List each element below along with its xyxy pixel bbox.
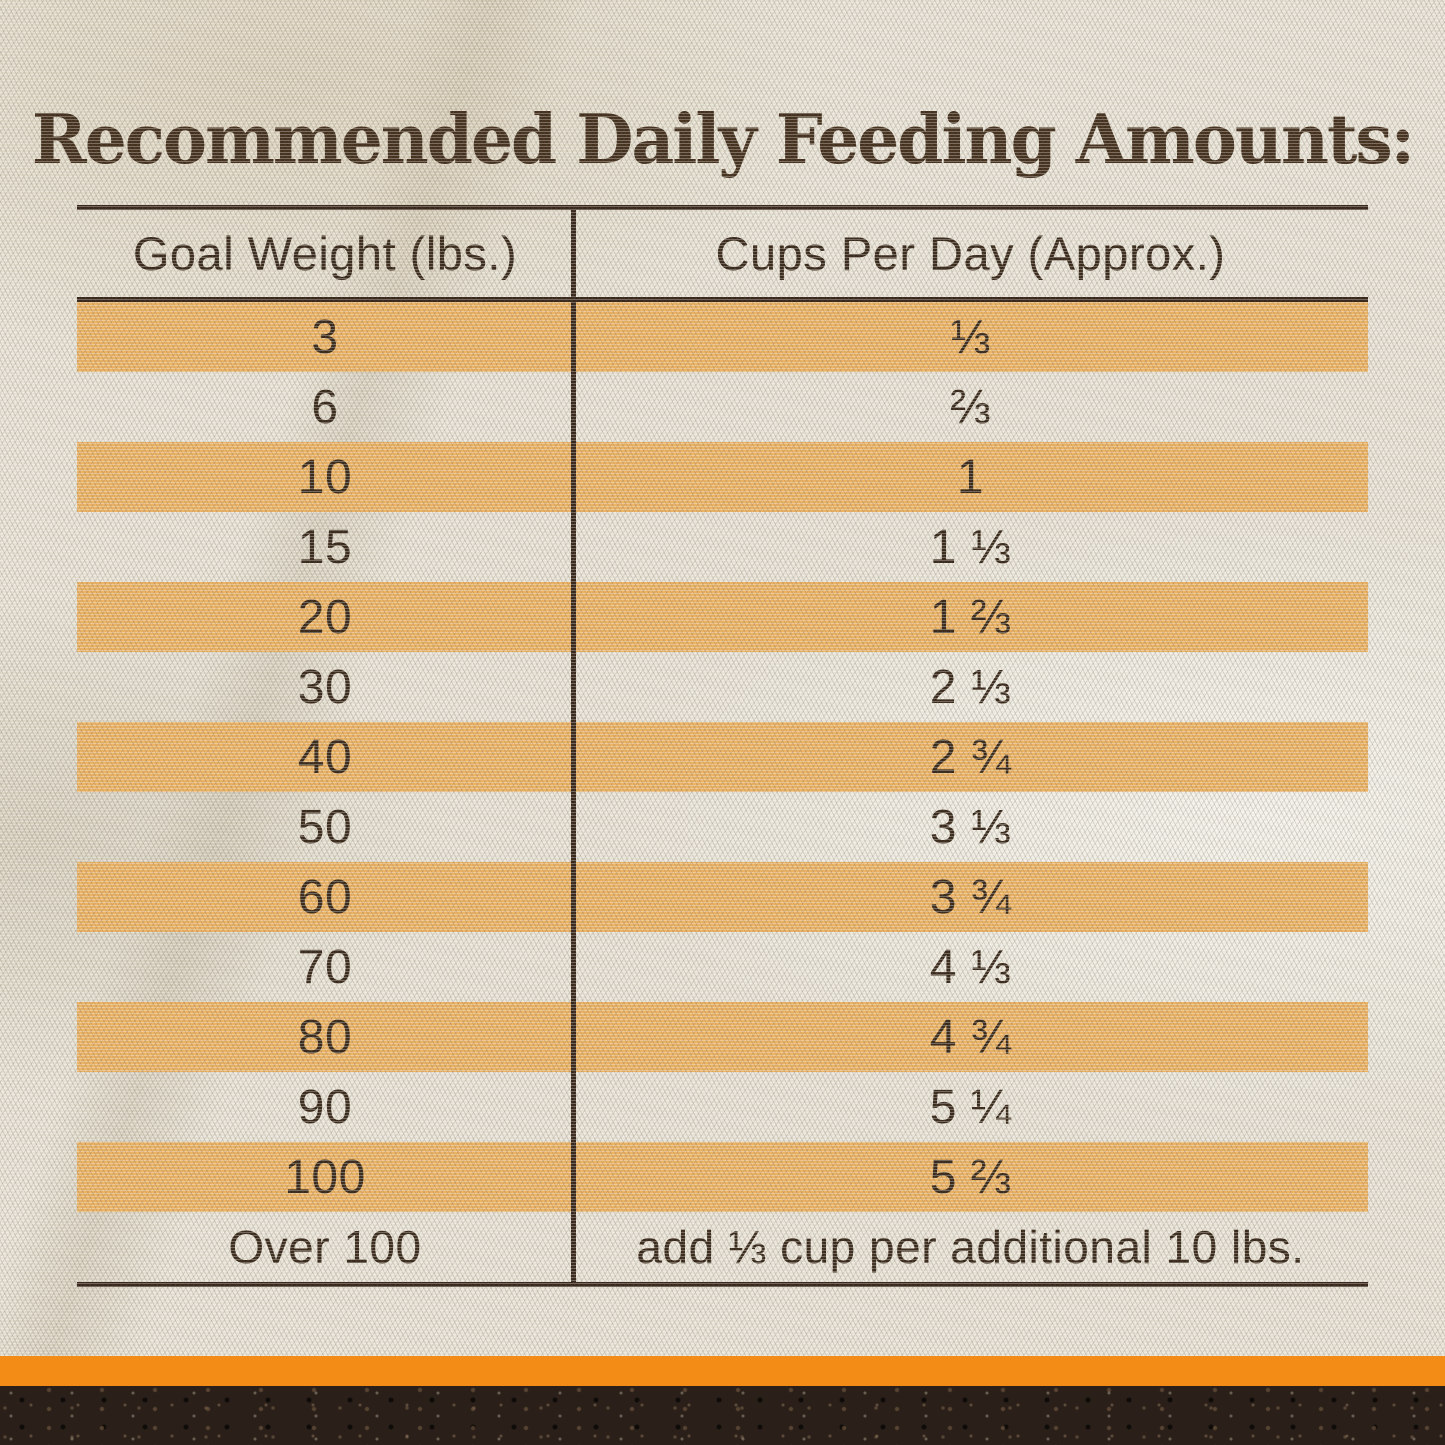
- column-header-goal-weight: Goal Weight (lbs.): [132, 227, 518, 280]
- weight-cell: 100: [284, 1150, 366, 1204]
- weight-cell: Over 100: [228, 1221, 422, 1273]
- weight-cell: 40: [297, 730, 353, 784]
- feeding-table: Goal Weight (lbs.) Cups Per Day (Approx.…: [77, 205, 1368, 1287]
- cups-cell: 1 ⅓: [929, 520, 1012, 574]
- table-row: 50 3 ⅓: [77, 792, 1368, 862]
- accent-bar: [0, 1356, 1445, 1386]
- table-header-rule: [77, 297, 1368, 302]
- cups-cell: 4 ¾: [929, 1010, 1012, 1064]
- table-row: 70 4 ⅓: [77, 932, 1368, 1002]
- cups-cell: 2 ⅓: [929, 660, 1012, 714]
- weight-cell: 30: [297, 660, 353, 714]
- table-row: 80 4 ¾: [77, 1002, 1368, 1072]
- table-column-divider: [571, 205, 576, 1287]
- weight-cell: 50: [297, 800, 353, 854]
- weight-cell: 60: [297, 870, 353, 924]
- cups-cell: ⅔: [950, 380, 991, 434]
- cups-cell: 4 ⅓: [929, 940, 1012, 994]
- table-body: 3 ⅓ 6 ⅔ 10 1 15 1 ⅓ 20 1 ⅔ 30 2 ⅓ 40 2 ¾…: [77, 302, 1368, 1282]
- table-row: Over 100 add ⅓ cup per additional 10 lbs…: [77, 1212, 1368, 1282]
- table-row: 90 5 ¼: [77, 1072, 1368, 1142]
- fabric-background: Recommended Daily Feeding Amounts: Goal …: [0, 0, 1445, 1356]
- cups-cell: 3 ¾: [929, 870, 1012, 924]
- cups-cell: ⅓: [950, 310, 991, 364]
- table-row: 3 ⅓: [77, 302, 1368, 372]
- weight-cell: 3: [311, 310, 339, 364]
- cups-cell: 5 ⅔: [929, 1150, 1012, 1204]
- cups-cell: 3 ⅓: [929, 800, 1012, 854]
- weight-cell: 80: [297, 1010, 353, 1064]
- table-row: 6 ⅔: [77, 372, 1368, 442]
- weight-cell: 6: [311, 380, 339, 434]
- page-title: Recommended Daily Feeding Amounts:: [31, 99, 1415, 180]
- table-top-rule: [77, 205, 1368, 210]
- cups-cell: add ⅓ cup per additional 10 lbs.: [636, 1221, 1305, 1273]
- soil-texture-band: [0, 1386, 1445, 1445]
- weight-cell: 20: [297, 590, 353, 644]
- weight-cell: 15: [297, 520, 353, 574]
- cups-cell: 5 ¼: [929, 1080, 1012, 1134]
- table-bottom-rule: [77, 1282, 1368, 1287]
- table-row: 60 3 ¾: [77, 862, 1368, 932]
- table-row: 10 1: [77, 442, 1368, 512]
- table-header: Goal Weight (lbs.) Cups Per Day (Approx.…: [77, 210, 1368, 297]
- weight-cell: 70: [297, 940, 353, 994]
- weight-cell: 10: [297, 450, 353, 504]
- cups-cell: 1: [956, 450, 985, 504]
- column-header-cups-per-day: Cups Per Day (Approx.): [715, 227, 1226, 280]
- table-row: 40 2 ¾: [77, 722, 1368, 792]
- table-row: 20 1 ⅔: [77, 582, 1368, 652]
- weight-cell: 90: [297, 1080, 353, 1134]
- table-row: 100 5 ⅔: [77, 1142, 1368, 1212]
- table-row: 30 2 ⅓: [77, 652, 1368, 722]
- table-row: 15 1 ⅓: [77, 512, 1368, 582]
- cups-cell: 1 ⅔: [929, 590, 1012, 644]
- cups-cell: 2 ¾: [929, 730, 1012, 784]
